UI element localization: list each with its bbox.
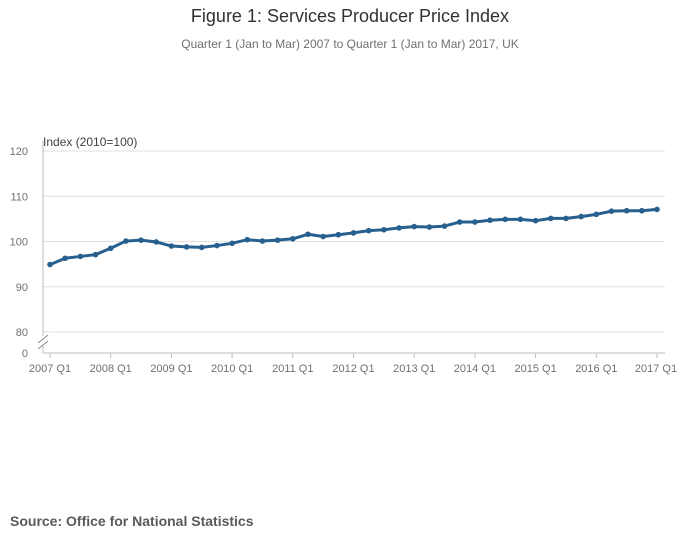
data-point <box>517 216 524 223</box>
data-point <box>426 224 433 230</box>
data-point <box>502 216 509 223</box>
x-tick-label: 2007 Q1 <box>29 363 71 375</box>
x-tick-label: 2009 Q1 <box>150 363 192 375</box>
source-note: Source: Office for National Statistics <box>10 513 254 529</box>
data-point <box>183 244 190 250</box>
x-tick-label: 2013 Q1 <box>393 363 435 375</box>
x-tick-label: 2015 Q1 <box>514 363 556 375</box>
y-tick-label: 100 <box>10 237 28 249</box>
data-point <box>563 215 569 222</box>
data-point <box>593 211 600 218</box>
chart-subtitle: Quarter 1 (Jan to Mar) 2007 to Quarter 1… <box>181 37 519 51</box>
data-point <box>153 239 160 245</box>
y-tick-label: 120 <box>10 146 28 158</box>
data-point <box>168 243 175 249</box>
axis-break-mark <box>37 334 49 344</box>
data-point <box>365 227 372 234</box>
data-point <box>214 242 220 249</box>
data-point <box>654 206 660 213</box>
data-point <box>547 215 554 222</box>
data-point <box>92 251 99 258</box>
data-point <box>411 223 418 230</box>
data-point <box>441 223 448 229</box>
x-tick-label: 2017 Q1 <box>635 363 677 375</box>
data-point <box>259 238 266 244</box>
data-point <box>532 217 539 224</box>
data-point <box>320 233 326 240</box>
data-point <box>290 235 296 242</box>
data-point <box>47 261 53 268</box>
x-tick-label: 2011 Q1 <box>272 363 313 375</box>
data-point <box>472 219 478 225</box>
data-point <box>623 207 630 214</box>
data-point <box>350 230 357 236</box>
data-point <box>381 226 387 233</box>
data-point <box>335 231 342 238</box>
data-point <box>274 237 281 243</box>
data-point <box>456 219 463 225</box>
data-point <box>578 213 584 220</box>
data-point <box>138 237 144 243</box>
data-point <box>639 207 645 214</box>
chart-title: Figure 1: Services Producer Price Index <box>190 6 510 26</box>
y-tick-label: 110 <box>10 191 28 203</box>
x-tick-label: 2014 Q1 <box>454 363 496 375</box>
data-point <box>487 217 493 224</box>
x-tick-label: 2016 Q1 <box>575 363 617 375</box>
data-point <box>77 253 84 260</box>
data-point <box>305 231 311 238</box>
axis-break-mark <box>37 340 49 350</box>
y-break-label: 0 <box>22 348 28 360</box>
data-point <box>198 244 205 251</box>
data-point <box>123 238 129 244</box>
x-tick-label: 2010 Q1 <box>211 363 253 375</box>
x-tick-label: 2008 Q1 <box>90 363 132 375</box>
data-point <box>62 255 68 262</box>
data-point <box>107 245 114 252</box>
y-tick-label: 90 <box>16 282 28 294</box>
data-point <box>229 240 235 247</box>
y-tick-label: 80 <box>16 327 28 339</box>
x-tick-label: 2012 Q1 <box>332 363 374 375</box>
data-point <box>244 236 251 243</box>
data-point <box>608 208 615 214</box>
data-point <box>396 225 402 231</box>
y-axis-label: Index (2010=100) <box>43 135 137 149</box>
